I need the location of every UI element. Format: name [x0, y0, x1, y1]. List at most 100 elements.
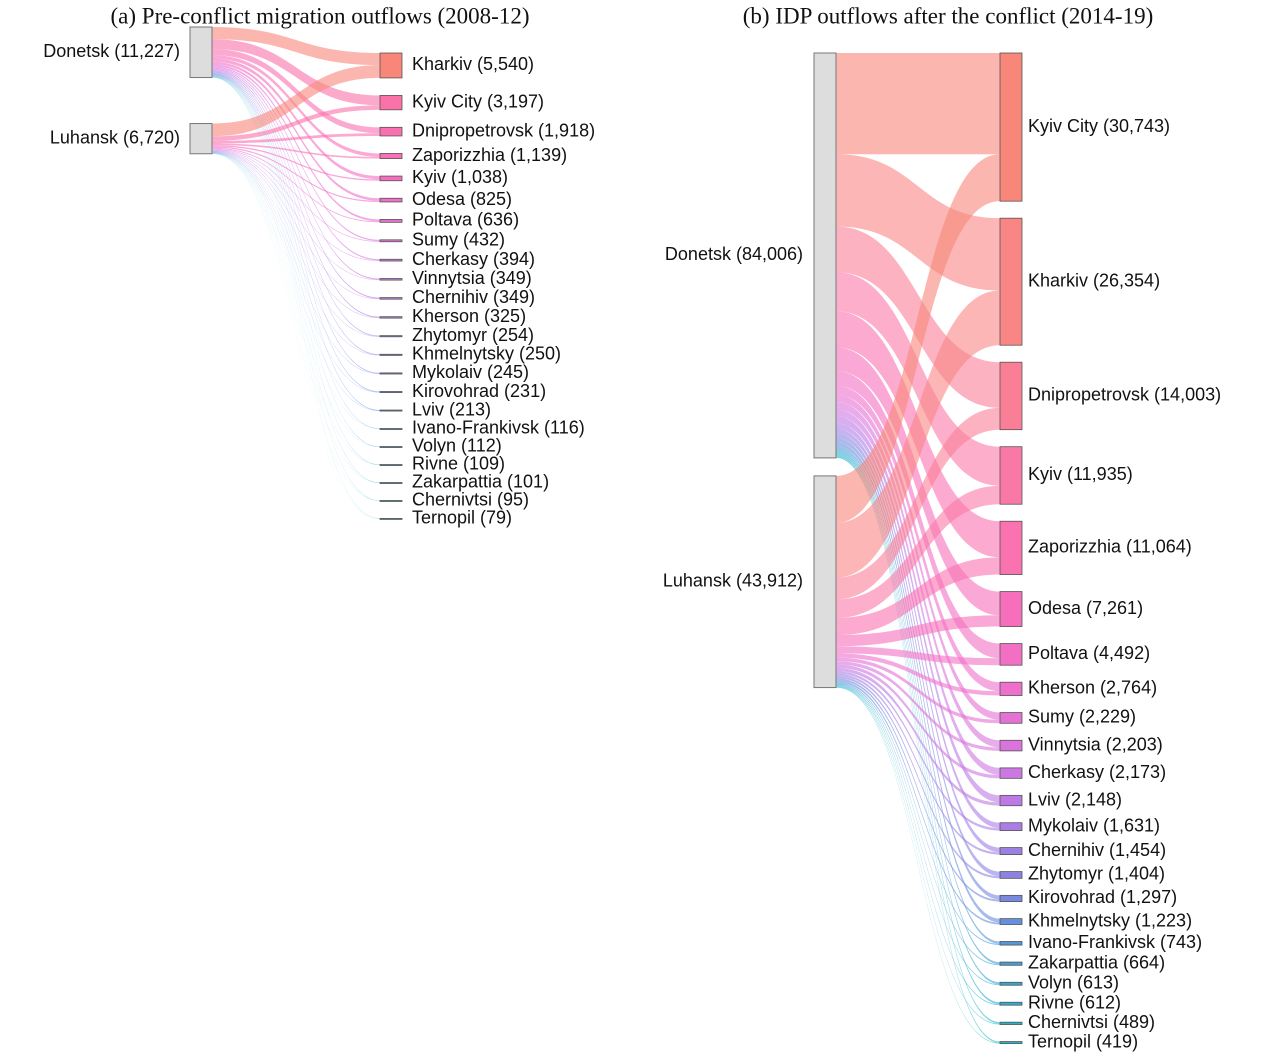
target-label: Zaporizzhia (11,064) [1028, 537, 1192, 557]
target-node [379, 126, 403, 137]
target-label: Ivano-Frankivsk (743) [1028, 932, 1202, 952]
target-node [999, 941, 1023, 946]
flow-link [836, 653, 1000, 696]
flow-link [212, 27, 380, 66]
flow-link [836, 661, 1000, 751]
flow-link [212, 75, 380, 429]
flow-link [212, 151, 380, 356]
target-label: Vinnytsia (349) [412, 268, 532, 288]
target-node [379, 335, 403, 338]
flow-link [212, 75, 380, 447]
target-node [379, 500, 403, 502]
flow-link [836, 452, 1000, 1005]
flow-link [836, 683, 1000, 966]
flow-link [836, 675, 1000, 879]
target-node [379, 518, 403, 520]
source-node [189, 26, 213, 79]
target-node [999, 52, 1023, 202]
target-label: Kyiv (1,038) [412, 167, 508, 187]
target-label: Kyiv City (3,197) [412, 91, 544, 111]
flow-link [836, 428, 1000, 853]
target-label: Kyiv (11,935) [1028, 464, 1133, 484]
target-label: Odesa (7,261) [1028, 598, 1143, 618]
flow-link [212, 153, 380, 483]
target-node [999, 1001, 1023, 1006]
source-node [813, 52, 837, 459]
target-label: Lviv (2,148) [1028, 789, 1122, 809]
target-label: Chernivtsi (489) [1028, 1012, 1155, 1032]
source-label: Donetsk (11,227) [43, 41, 180, 61]
flow-link [212, 71, 380, 337]
flow-link [212, 145, 380, 181]
target-node [379, 409, 403, 412]
target-node [999, 217, 1023, 346]
flow-link [212, 77, 380, 519]
target-label: Chernivtsi (95) [412, 489, 529, 509]
target-label: Cherkasy (2,173) [1028, 762, 1166, 782]
flow-link [212, 153, 380, 519]
chart-title: (b) IDP outflows after the conflict (201… [743, 3, 1153, 28]
flow-link [212, 76, 380, 501]
flow-link [212, 150, 380, 300]
target-node [379, 278, 403, 281]
target-label: Vinnytsia (2,203) [1028, 734, 1163, 754]
flow-link [836, 438, 1000, 900]
flow-link [212, 74, 380, 393]
target-node [999, 643, 1023, 666]
target-node [379, 428, 403, 430]
target-node [379, 353, 403, 356]
target-node [999, 847, 1023, 855]
flow-link [212, 152, 380, 430]
source-label: Luhansk (6,720) [50, 127, 180, 147]
target-node [379, 446, 403, 448]
flow-link [212, 151, 380, 337]
flow-link [212, 149, 380, 262]
target-label: Ternopil (419) [1028, 1031, 1138, 1051]
flow-link [836, 686, 1000, 1025]
target-node [999, 918, 1023, 925]
flow-link [212, 152, 380, 393]
source-node [189, 123, 213, 155]
flow-link [836, 673, 1000, 855]
target-node [999, 871, 1023, 879]
flow-link [212, 76, 380, 465]
target-node [379, 482, 403, 484]
flow-link [212, 143, 380, 159]
flow-link [836, 678, 1000, 902]
target-label: Mykolaiv (1,631) [1028, 815, 1160, 835]
flow-link [212, 152, 380, 412]
flow-link [836, 664, 1000, 779]
flow-link [836, 682, 1000, 946]
target-node [379, 153, 403, 159]
flow-link [212, 150, 380, 319]
flow-link [212, 148, 380, 242]
flow-link [212, 72, 380, 356]
flow-link [836, 442, 1000, 923]
target-node [379, 175, 403, 182]
target-label: Kyiv City (30,743) [1028, 116, 1170, 136]
target-label: Volyn (613) [1028, 973, 1119, 993]
target-label: Kharkiv (5,540) [412, 54, 534, 74]
flow-link [836, 557, 1000, 636]
flow-link [836, 685, 1000, 1006]
target-node [999, 794, 1023, 807]
flow-link [836, 385, 1000, 692]
flow-link [212, 151, 380, 375]
flow-link [212, 74, 380, 411]
target-node [999, 1041, 1023, 1044]
flow-link [836, 407, 1000, 600]
target-node [999, 1021, 1023, 1025]
target-node [379, 316, 403, 319]
target-label: Kharkiv (26,354) [1028, 270, 1160, 290]
target-label: Zhytomyr (254) [412, 325, 534, 345]
target-label: Ivano-Frankivsk (116) [412, 418, 585, 438]
flow-link [836, 446, 1000, 944]
flow-link [212, 67, 380, 261]
target-node [999, 894, 1023, 903]
flow-link [836, 686, 1000, 1044]
flow-link [836, 454, 1000, 1024]
flow-link [212, 149, 380, 281]
flow-link [836, 154, 1000, 291]
flow-link [212, 58, 380, 180]
flow-link [836, 450, 1000, 985]
